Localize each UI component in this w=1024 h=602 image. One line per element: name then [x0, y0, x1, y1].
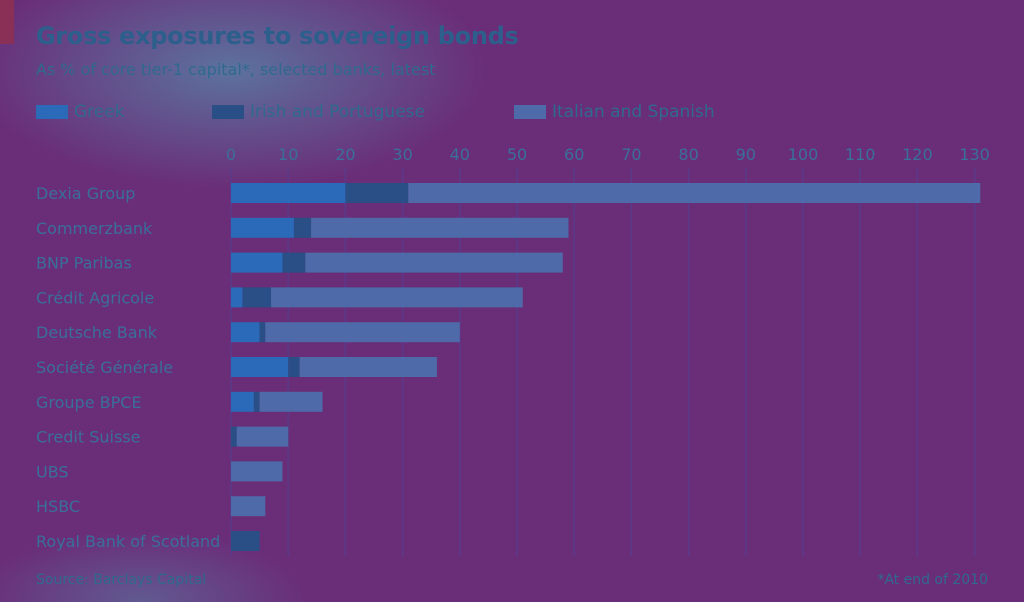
bar-segment	[231, 217, 294, 238]
bar-segment	[253, 391, 260, 412]
bar-segment	[288, 357, 300, 377]
x-tick-label: 0	[226, 145, 236, 164]
x-tick-label: 90	[736, 145, 756, 164]
bar-segment	[236, 426, 289, 447]
bar-segment	[345, 183, 409, 203]
bar-segment	[231, 322, 260, 343]
bar-segment	[282, 252, 306, 273]
bar-segment	[293, 217, 312, 238]
bar-segment	[311, 217, 569, 238]
bar-segment	[231, 496, 266, 517]
bar-segment	[242, 287, 272, 308]
x-tick-label: 100	[788, 145, 819, 164]
legend-swatch-greek	[36, 105, 68, 119]
category-label: HSBC	[36, 497, 80, 516]
bar-segment	[231, 252, 283, 273]
x-tick-label: 10	[278, 145, 298, 164]
x-tick-label: 70	[621, 145, 641, 164]
legend-label-irish-portuguese: Irish and Portuguese	[250, 102, 425, 122]
category-label: BNP Paribas	[36, 254, 132, 273]
bar-segment	[408, 183, 981, 203]
x-tick-label: 80	[678, 145, 698, 164]
bar-segment	[231, 461, 283, 482]
bar-segment	[231, 391, 254, 412]
legend-item-italian-spanish: Italian and Spanish	[514, 101, 715, 123]
bar-segment	[231, 183, 346, 203]
brand-tab	[0, 0, 14, 44]
category-label: Groupe BPCE	[36, 393, 142, 412]
category-label: Crédit Agricole	[36, 288, 154, 307]
x-tick-label: 40	[450, 145, 470, 164]
bar-segment	[305, 252, 563, 273]
x-tick-label: 130	[959, 145, 990, 164]
category-label: UBS	[36, 462, 69, 481]
legend-item-irish-portuguese: Irish and Portuguese	[212, 101, 425, 123]
bar-segment	[299, 357, 437, 377]
source-note: Source: Barclays Capital	[36, 572, 207, 588]
category-label: Deutsche Bank	[36, 323, 158, 342]
category-label: Credit Suisse	[36, 428, 140, 447]
bar-segment	[271, 287, 523, 308]
category-label: Royal Bank of Scotland	[36, 532, 220, 551]
footnote: *At end of 2010	[877, 572, 988, 588]
chart-subtitle: As % of core tier-1 capital*, selected b…	[36, 60, 436, 79]
bar-segment	[231, 287, 243, 308]
legend-item-greek: Greek	[36, 101, 125, 123]
legend-swatch-irish-portuguese	[212, 105, 244, 119]
bar-segment	[231, 531, 260, 551]
category-label: Commerzbank	[36, 219, 153, 238]
category-label: Société Générale	[36, 358, 173, 377]
category-label: Dexia Group	[36, 184, 135, 203]
x-tick-label: 120	[902, 145, 933, 164]
x-tick-label: 110	[845, 145, 876, 164]
legend-label-greek: Greek	[74, 102, 125, 122]
legend-swatch-italian-spanish	[514, 105, 546, 119]
bar-segment	[259, 322, 266, 343]
legend-label-italian-spanish: Italian and Spanish	[552, 102, 715, 122]
bar-segment	[231, 426, 237, 447]
x-tick-label: 30	[392, 145, 412, 164]
x-tick-label: 60	[564, 145, 584, 164]
x-tick-label: 20	[335, 145, 355, 164]
bar-segment	[231, 357, 289, 377]
bar-segment	[259, 391, 323, 412]
bar-segment	[265, 322, 460, 343]
chart-title: Gross exposures to sovereign bonds	[36, 22, 519, 50]
x-tick-label: 50	[507, 145, 527, 164]
